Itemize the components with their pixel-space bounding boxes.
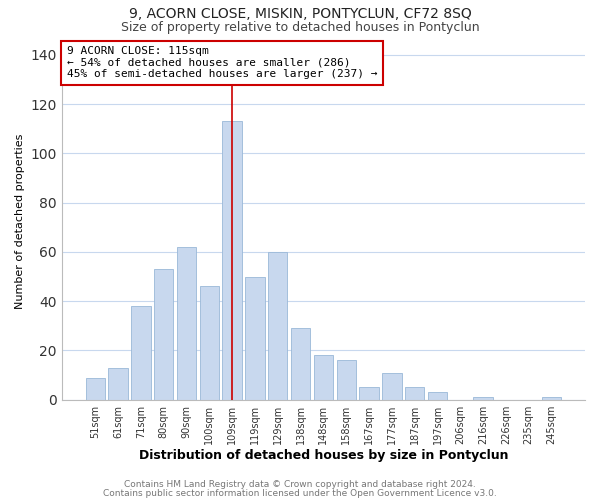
Bar	[131, 306, 151, 400]
Bar	[314, 356, 333, 400]
Bar	[154, 269, 173, 400]
Bar	[337, 360, 356, 400]
Text: Contains HM Land Registry data © Crown copyright and database right 2024.: Contains HM Land Registry data © Crown c…	[124, 480, 476, 489]
Bar	[428, 392, 447, 400]
Bar	[291, 328, 310, 400]
Bar	[542, 397, 561, 400]
Bar	[382, 372, 401, 400]
Text: Size of property relative to detached houses in Pontyclun: Size of property relative to detached ho…	[121, 21, 479, 34]
Text: 9, ACORN CLOSE, MISKIN, PONTYCLUN, CF72 8SQ: 9, ACORN CLOSE, MISKIN, PONTYCLUN, CF72 …	[128, 8, 472, 22]
Bar	[109, 368, 128, 400]
Bar	[268, 252, 287, 400]
Bar	[473, 397, 493, 400]
X-axis label: Distribution of detached houses by size in Pontyclun: Distribution of detached houses by size …	[139, 450, 508, 462]
Y-axis label: Number of detached properties: Number of detached properties	[15, 134, 25, 309]
Bar	[223, 122, 242, 400]
Text: 9 ACORN CLOSE: 115sqm
← 54% of detached houses are smaller (286)
45% of semi-det: 9 ACORN CLOSE: 115sqm ← 54% of detached …	[67, 46, 377, 80]
Bar	[405, 388, 424, 400]
Bar	[359, 388, 379, 400]
Bar	[200, 286, 219, 400]
Bar	[177, 247, 196, 400]
Bar	[86, 378, 105, 400]
Text: Contains public sector information licensed under the Open Government Licence v3: Contains public sector information licen…	[103, 488, 497, 498]
Bar	[245, 276, 265, 400]
